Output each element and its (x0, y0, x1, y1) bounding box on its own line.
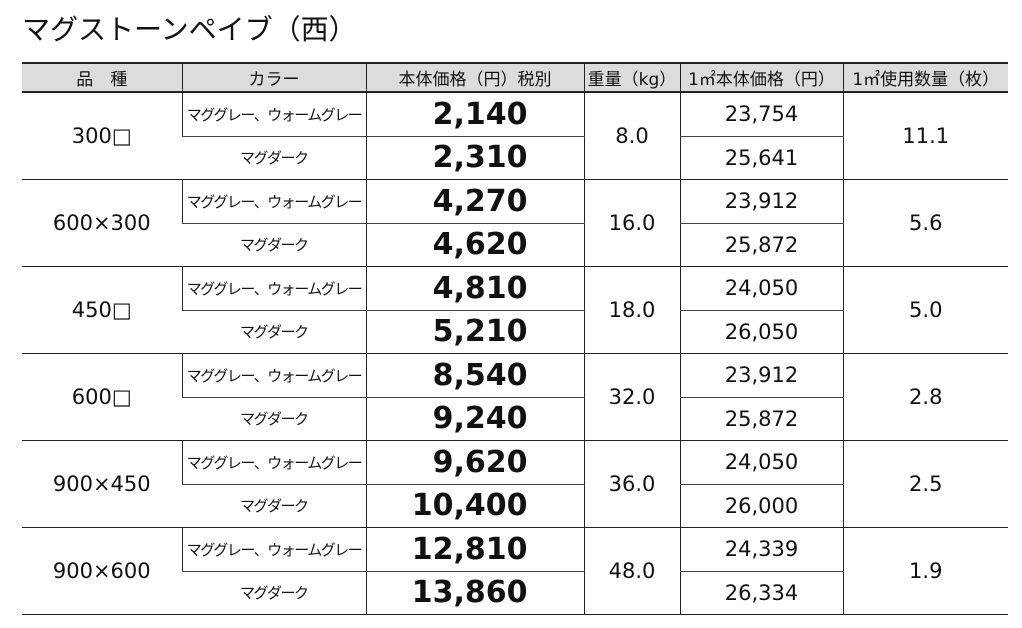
unit-price-cell: 25,641 (679, 136, 843, 180)
header-cell: 本体価格（円）税別 (365, 62, 584, 93)
table-body: 300□ マググレー、ウォームグレー 2,140 8.0 23,754 11.1 マグダーク… (22, 92, 1008, 615)
color-cell: マグダーク (182, 397, 366, 441)
header-cell: 重量（kg） (583, 62, 680, 93)
size-cell: 300□ (22, 92, 182, 180)
unit-price-cell: 23,754 (679, 92, 843, 137)
color-cell: マググレー、ウォームグレー (181, 527, 366, 572)
table-row: 450□ マググレー、ウォームグレー 4,810 18.0 24,050 5.0 (22, 266, 1008, 354)
table-row: 900×600 マググレー、ウォームグレー 12,810 48.0 24,339 1.9 (22, 527, 1008, 615)
unit-price-cell: 24,050 (679, 266, 843, 311)
size-cell: 900×600 (22, 527, 182, 615)
color-cell: マググレー、ウォームグレー (181, 353, 366, 398)
color-cell: マグダーク (182, 310, 366, 354)
price-cell: 12,810 (365, 527, 584, 572)
weight-cell: 32.0 (583, 353, 680, 441)
unit-price-cell: 23,912 (679, 353, 843, 398)
unit-price-cell: 24,050 (679, 440, 843, 485)
table-row: マグダーク 4,620 25,872 (22, 223, 1008, 267)
unit-price-cell: 25,872 (679, 397, 843, 441)
price-cell: 4,620 (365, 223, 584, 267)
price-cell: 10,400 (365, 484, 584, 528)
quantity-cell: 2.5 (842, 440, 1008, 528)
table-row: 900×450 マググレー、ウォームグレー 9,620 36.0 24,050 2.5 (22, 440, 1008, 528)
size-cell: 600×300 (22, 179, 182, 267)
unit-price-cell: 26,050 (679, 310, 843, 354)
price-cell: 2,140 (365, 92, 584, 137)
weight-cell: 36.0 (583, 440, 680, 528)
size-cell: 450□ (22, 266, 182, 354)
unit-price-cell: 26,000 (679, 484, 843, 528)
quantity-cell: 5.0 (842, 266, 1008, 354)
unit-price-cell: 26,334 (679, 571, 843, 615)
quantity-cell: 2.8 (842, 353, 1008, 441)
color-cell: マググレー、ウォームグレー (181, 440, 366, 485)
color-cell: マグダーク (182, 484, 366, 528)
header-row: 品 種カラー 本体価格（円）税別 重量（kg） 1㎡本体価格（円） 1㎡使用数量（枚） (22, 62, 1008, 93)
title: マグストーンペイブ（西） (22, 13, 357, 46)
table-row: 600×300 マググレー、ウォームグレー 4,270 16.0 23,912 5.6 (22, 179, 1008, 267)
price-cell: 4,270 (365, 179, 584, 224)
unit-price-cell: 24,339 (679, 527, 843, 572)
unit-price-cell: 25,872 (679, 223, 843, 267)
color-cell: マグダーク (182, 571, 366, 615)
price-cell: 5,210 (365, 310, 584, 354)
color-cell: マグダーク (182, 223, 366, 267)
header-cell: カラー (181, 62, 366, 93)
price-cell: 13,860 (365, 571, 584, 615)
table-row: マグダーク 10,400 26,000 (22, 484, 1008, 528)
weight-cell: 8.0 (583, 92, 680, 180)
header-cell: 1㎡使用数量（枚） (842, 62, 1008, 93)
header-cell: 1㎡本体価格（円） (679, 62, 843, 93)
table-row: マグダーク 13,860 26,334 (22, 571, 1008, 615)
price-cell: 9,240 (365, 397, 584, 441)
quantity-cell: 5.6 (842, 179, 1008, 267)
quantity-cell: 11.1 (842, 92, 1008, 180)
price-cell: 8,540 (365, 353, 584, 398)
table-row: マグダーク 5,210 26,050 (22, 310, 1008, 354)
table-row: 600□ マググレー、ウォームグレー 8,540 32.0 23,912 2.8 (22, 353, 1008, 441)
weight-cell: 16.0 (583, 179, 680, 267)
table-row: マグダーク 9,240 25,872 (22, 397, 1008, 441)
weight-cell: 18.0 (583, 266, 680, 354)
price-cell: 2,310 (365, 136, 584, 180)
unit-price-cell: 23,912 (679, 179, 843, 224)
color-cell: マググレー、ウォームグレー (181, 92, 366, 137)
size-cell: 600□ (22, 353, 182, 441)
price-table: 品 種カラー 本体価格（円）税別 重量（kg） 1㎡本体価格（円） 1㎡使用数量（枚） … (22, 62, 1008, 615)
size-cell: 900×450 (22, 440, 182, 528)
quantity-cell: 1.9 (842, 527, 1008, 615)
color-cell: マグダーク (182, 136, 366, 180)
color-cell: マググレー、ウォームグレー (181, 266, 366, 311)
weight-cell: 48.0 (583, 527, 680, 615)
color-cell: マググレー、ウォームグレー (181, 179, 366, 224)
header-cell: 品 種 (22, 62, 182, 93)
table-row: マグダーク 2,310 25,641 (22, 136, 1008, 180)
price-cell: 9,620 (365, 440, 584, 485)
table-row: 300□ マググレー、ウォームグレー 2,140 8.0 23,754 11.1 (22, 92, 1008, 180)
price-cell: 4,810 (365, 266, 584, 311)
